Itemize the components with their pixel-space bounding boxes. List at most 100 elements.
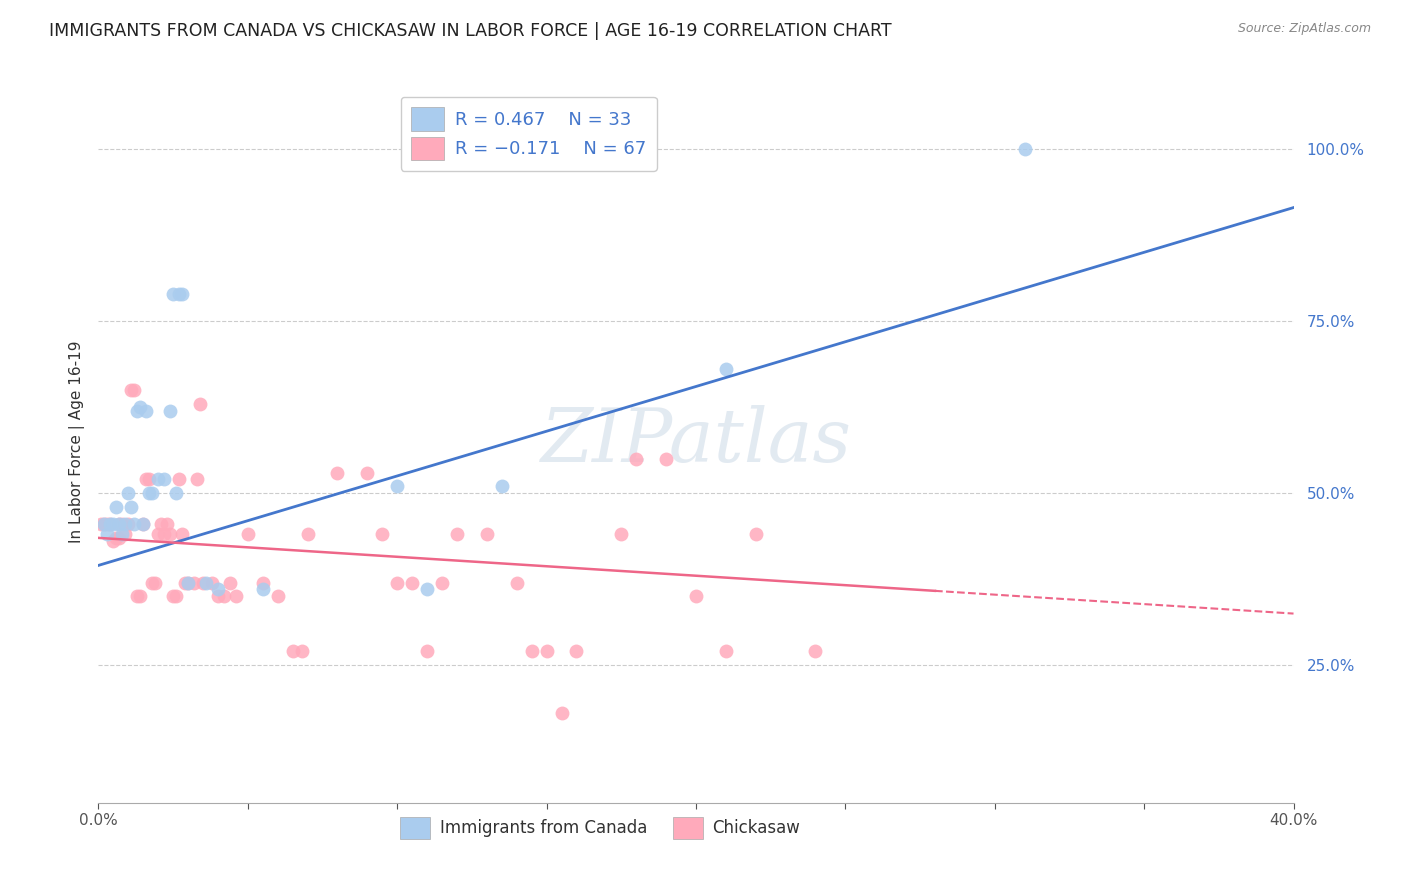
Point (416, 644, 439, 658)
Legend: Immigrants from Canada, Chickasaw: Immigrants from Canada, Chickasaw (391, 807, 810, 848)
Point (159, 403, 181, 417)
Point (188, 397, 211, 411)
Point (132, 517, 155, 532)
Point (207, 590, 229, 604)
Point (96, 517, 118, 532)
Point (114, 527, 136, 541)
Point (148, 527, 170, 541)
Point (212, 590, 235, 604)
Point (135, 472, 157, 486)
Point (385, 479, 409, 493)
Point (416, 582, 439, 597)
Point (148, 472, 170, 486)
Point (491, 479, 513, 493)
Point (90, 517, 112, 532)
Point (219, 575, 242, 590)
Point (167, 472, 190, 486)
Point (117, 517, 139, 532)
Point (167, 286, 190, 301)
Point (93, 517, 115, 532)
Point (191, 575, 214, 590)
Point (124, 383, 146, 397)
Point (225, 590, 247, 604)
Point (114, 517, 136, 532)
Point (132, 517, 155, 532)
Point (626, 451, 648, 466)
Point (252, 575, 274, 590)
Point (356, 466, 378, 480)
Point (127, 590, 149, 604)
Point (177, 575, 200, 590)
Point (520, 644, 543, 658)
Point (385, 575, 409, 590)
Point (177, 575, 200, 590)
Point (153, 527, 176, 541)
Point (135, 403, 157, 417)
Point (153, 472, 176, 486)
Point (165, 486, 187, 500)
Point (291, 644, 314, 658)
Point (127, 403, 149, 417)
Point (506, 575, 529, 590)
Point (201, 575, 224, 590)
Point (108, 517, 131, 532)
Point (565, 644, 588, 658)
Point (98, 517, 122, 532)
Point (111, 517, 134, 532)
Point (714, 362, 737, 376)
Point (745, 527, 768, 541)
Text: Source: ZipAtlas.com: Source: ZipAtlas.com (1237, 22, 1371, 36)
Point (141, 575, 163, 590)
Point (138, 472, 160, 486)
Point (536, 644, 558, 658)
Text: IMMIGRANTS FROM CANADA VS CHICKASAW IN LABOR FORCE | AGE 16-19 CORRELATION CHART: IMMIGRANTS FROM CANADA VS CHICKASAW IN L… (49, 22, 891, 40)
Point (138, 486, 160, 500)
Point (195, 575, 218, 590)
Point (550, 706, 572, 721)
Point (103, 534, 125, 549)
Point (267, 590, 290, 604)
Point (236, 527, 259, 541)
Point (156, 517, 179, 532)
Point (141, 486, 163, 500)
Point (103, 517, 125, 532)
Point (1014, 142, 1036, 156)
Point (207, 582, 229, 597)
Point (105, 531, 128, 545)
Text: ZIPatlas: ZIPatlas (540, 405, 852, 478)
Point (401, 575, 423, 590)
Point (150, 517, 173, 532)
Point (371, 527, 394, 541)
Point (117, 486, 139, 500)
Point (108, 531, 131, 545)
Point (172, 527, 194, 541)
Point (96, 527, 118, 541)
Point (165, 590, 187, 604)
Point (174, 575, 197, 590)
Point (475, 527, 498, 541)
Y-axis label: In Labor Force | Age 16-19: In Labor Force | Age 16-19 (69, 340, 84, 543)
Point (430, 575, 453, 590)
Point (162, 590, 184, 604)
Point (129, 590, 152, 604)
Point (655, 451, 678, 466)
Point (252, 582, 274, 597)
Point (124, 517, 146, 532)
Point (685, 590, 707, 604)
Point (111, 527, 134, 541)
Point (281, 644, 304, 658)
Point (120, 500, 142, 514)
Point (326, 466, 349, 480)
Point (143, 575, 166, 590)
Point (610, 527, 633, 541)
Point (129, 400, 152, 414)
Point (714, 644, 737, 658)
Point (172, 286, 194, 301)
Point (98, 517, 122, 532)
Point (162, 286, 184, 301)
Point (93, 517, 115, 532)
Point (120, 383, 142, 397)
Point (183, 575, 205, 590)
Point (186, 472, 208, 486)
Point (446, 527, 468, 541)
